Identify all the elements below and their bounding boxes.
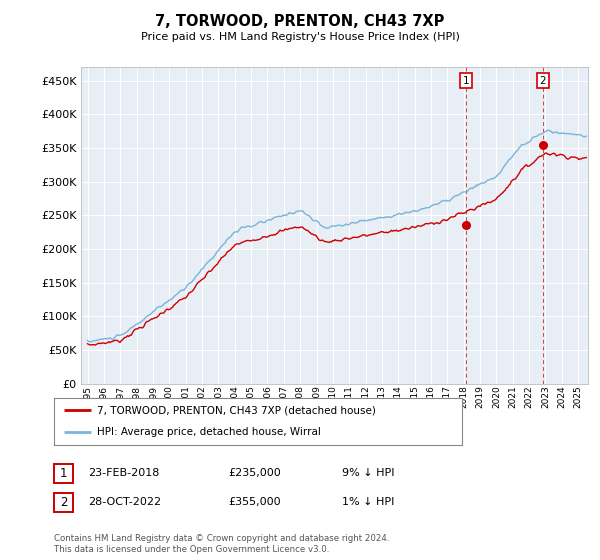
Text: 7, TORWOOD, PRENTON, CH43 7XP (detached house): 7, TORWOOD, PRENTON, CH43 7XP (detached … (97, 405, 376, 416)
Text: 23-FEB-2018: 23-FEB-2018 (88, 468, 160, 478)
Text: Price paid vs. HM Land Registry's House Price Index (HPI): Price paid vs. HM Land Registry's House … (140, 32, 460, 43)
Text: 2: 2 (60, 496, 67, 509)
Text: £355,000: £355,000 (228, 497, 281, 507)
Text: HPI: Average price, detached house, Wirral: HPI: Average price, detached house, Wirr… (97, 427, 321, 437)
Text: 1: 1 (463, 76, 469, 86)
Text: Contains HM Land Registry data © Crown copyright and database right 2024.
This d: Contains HM Land Registry data © Crown c… (54, 534, 389, 554)
Text: 28-OCT-2022: 28-OCT-2022 (88, 497, 161, 507)
Text: 2: 2 (539, 76, 546, 86)
Text: 7, TORWOOD, PRENTON, CH43 7XP: 7, TORWOOD, PRENTON, CH43 7XP (155, 14, 445, 29)
Text: 1: 1 (60, 466, 67, 480)
Text: £235,000: £235,000 (228, 468, 281, 478)
Text: 9% ↓ HPI: 9% ↓ HPI (342, 468, 395, 478)
Text: 1% ↓ HPI: 1% ↓ HPI (342, 497, 394, 507)
